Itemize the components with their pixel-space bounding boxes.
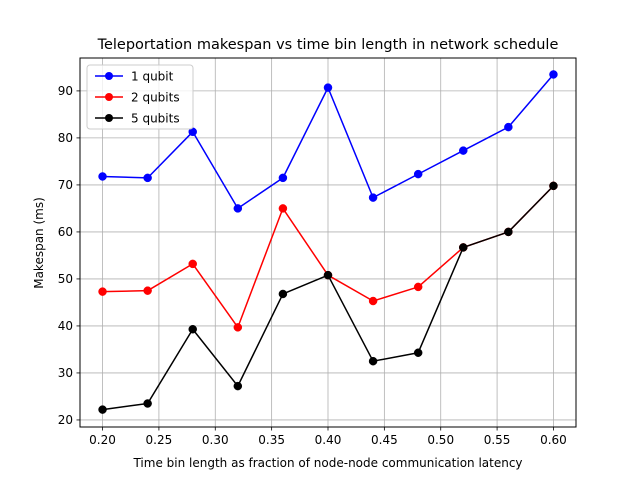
legend: 1 qubit 2 qubits 5 qubits	[86, 64, 194, 130]
x-tick-label: 0.40	[315, 433, 342, 447]
legend-swatch-marker	[105, 114, 113, 122]
x-tick-label: 0.20	[89, 433, 116, 447]
data-point	[504, 122, 513, 132]
y-axis-title: Makespan (ms)	[32, 197, 46, 289]
x-tick-label: 0.50	[427, 433, 454, 447]
data-point	[98, 287, 107, 296]
data-point	[323, 270, 333, 280]
legend-swatch-marker	[105, 72, 113, 80]
data-point	[368, 296, 378, 306]
legend-label: 5 qubits	[131, 111, 180, 125]
data-point	[278, 173, 288, 183]
x-tick-label: 0.35	[258, 433, 285, 447]
data-point	[549, 70, 558, 79]
data-point	[98, 172, 107, 181]
data-point	[504, 227, 513, 237]
legend-label: 1 qubit	[131, 69, 174, 83]
chart-title: Teleportation makespan vs time bin lengt…	[97, 37, 559, 53]
data-point	[323, 83, 333, 92]
data-point	[278, 204, 288, 213]
x-tick-label: 0.25	[146, 433, 173, 447]
y-tick-label: 90	[58, 84, 73, 98]
data-point	[143, 173, 152, 183]
data-point	[233, 204, 243, 213]
x-axis-title: Time bin length as fraction of node-node…	[132, 456, 522, 470]
y-tick-label: 20	[58, 413, 73, 427]
y-tick-label: 30	[58, 366, 73, 380]
y-tick-label: 80	[58, 131, 73, 145]
series-2	[98, 181, 558, 414]
data-point	[233, 323, 243, 332]
data-point	[459, 243, 468, 252]
data-point	[413, 169, 423, 179]
data-point	[459, 146, 468, 155]
data-point	[143, 399, 152, 408]
legend-label: 2 qubits	[131, 90, 180, 104]
legend-swatch-marker	[105, 93, 113, 101]
x-tick-label: 0.55	[484, 433, 511, 447]
y-tick-label: 40	[58, 319, 73, 333]
y-tick-label: 70	[58, 178, 73, 192]
data-point	[278, 289, 288, 299]
plot-frame	[79, 57, 577, 428]
data-point	[413, 348, 423, 357]
grid	[80, 58, 576, 427]
x-tick-label: 0.30	[202, 433, 229, 447]
data-point	[188, 324, 197, 334]
data-point	[188, 259, 197, 269]
x-tick-label: 0.45	[371, 433, 398, 447]
y-tick-label: 60	[58, 225, 73, 239]
series-0	[98, 70, 558, 213]
y-tick-label: 50	[58, 272, 73, 286]
data-point	[98, 405, 107, 414]
x-tick-label: 0.60	[540, 433, 567, 447]
data-point	[368, 193, 378, 202]
data-point	[143, 286, 152, 295]
data-point	[233, 381, 243, 391]
data-point	[413, 282, 423, 292]
data-point	[368, 356, 378, 366]
y-axis-ticks: 20 30 40 50 60 70 80 90	[58, 84, 80, 427]
legend-box	[86, 64, 194, 130]
data-point	[549, 181, 558, 191]
x-axis-ticks: 0.20 0.25 0.30 0.35 0.40 0.45 0.50 0.55 0.60	[89, 427, 567, 447]
series-group	[98, 70, 558, 414]
